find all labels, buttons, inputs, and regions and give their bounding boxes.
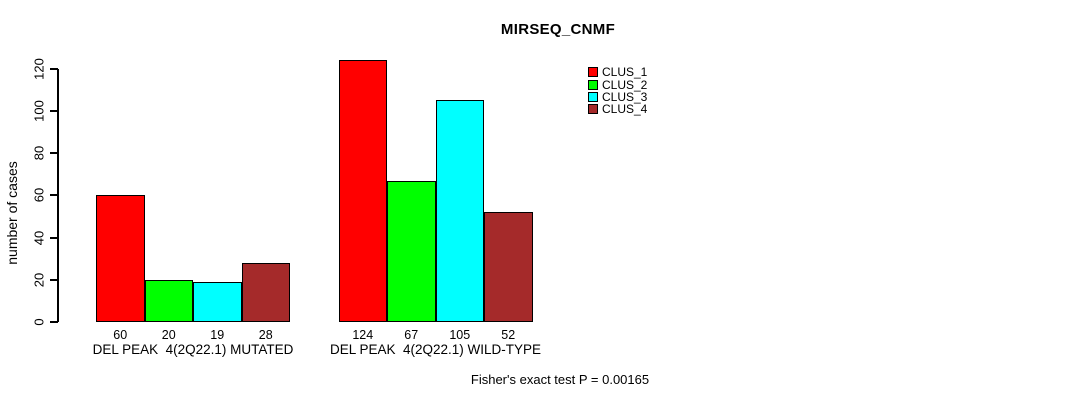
y-axis-label: number of cases bbox=[4, 161, 20, 265]
bar-value-label: 124 bbox=[352, 328, 374, 342]
legend-label: CLUS_2 bbox=[602, 77, 648, 92]
legend-label: CLUS_3 bbox=[602, 89, 648, 104]
y-tick-label: 0 bbox=[31, 318, 47, 326]
bar-value-label: 105 bbox=[449, 328, 471, 342]
y-tick-label: 120 bbox=[31, 57, 47, 80]
y-tick bbox=[50, 110, 58, 112]
fisher-test-annotation: Fisher's exact test P = 0.00165 bbox=[470, 372, 650, 387]
legend-label: CLUS_4 bbox=[602, 102, 648, 117]
legend-swatch bbox=[588, 104, 598, 115]
bar-value-label: 52 bbox=[501, 328, 516, 342]
y-tick-label: 20 bbox=[31, 272, 47, 288]
bar-value-label: 19 bbox=[210, 328, 225, 342]
bar-value-label: 20 bbox=[161, 328, 176, 342]
group-label: DEL PEAK 4(2Q22.1) MUTATED bbox=[92, 342, 294, 357]
bar-clus_3 bbox=[193, 281, 242, 322]
y-tick-label: 40 bbox=[31, 230, 47, 245]
bar-clus_3 bbox=[435, 100, 484, 322]
bar-clus_4 bbox=[241, 262, 290, 322]
y-tick-label: 60 bbox=[31, 188, 47, 203]
legend-row: CLUS_4 bbox=[588, 103, 647, 115]
legend: CLUS_1 CLUS_2 CLUS_3 CLUS_4 bbox=[588, 66, 647, 116]
y-tick bbox=[50, 278, 58, 281]
y-tick bbox=[50, 321, 58, 323]
y-tick-label: 80 bbox=[31, 145, 47, 161]
legend-swatch bbox=[588, 67, 598, 78]
legend-row: CLUS_3 bbox=[588, 91, 647, 103]
bar-value-label: 60 bbox=[113, 328, 128, 342]
bar-value-label: 28 bbox=[258, 328, 273, 342]
y-tick bbox=[50, 194, 58, 197]
bar-value-label: 67 bbox=[404, 328, 419, 342]
legend-swatch bbox=[588, 91, 598, 102]
bar-clus_2 bbox=[144, 279, 193, 322]
y-axis-line bbox=[57, 68, 59, 322]
group-label: DEL PEAK 4(2Q22.1) WILD-TYPE bbox=[329, 342, 542, 357]
y-tick bbox=[50, 236, 58, 239]
y-tick bbox=[50, 67, 58, 70]
legend-swatch bbox=[588, 79, 598, 90]
legend-label: CLUS_1 bbox=[602, 65, 648, 80]
bar-clus_1 bbox=[96, 195, 145, 322]
bar-clus_2 bbox=[387, 180, 436, 322]
legend-row: CLUS_1 bbox=[588, 66, 647, 78]
bar-clus_1 bbox=[338, 60, 387, 322]
chart-title: MIRSEQ_CNMF bbox=[500, 21, 616, 38]
y-tick bbox=[50, 152, 58, 155]
legend-row: CLUS_2 bbox=[588, 77, 648, 92]
y-tick-label: 100 bbox=[31, 100, 47, 122]
bar-clus_4 bbox=[484, 212, 533, 322]
